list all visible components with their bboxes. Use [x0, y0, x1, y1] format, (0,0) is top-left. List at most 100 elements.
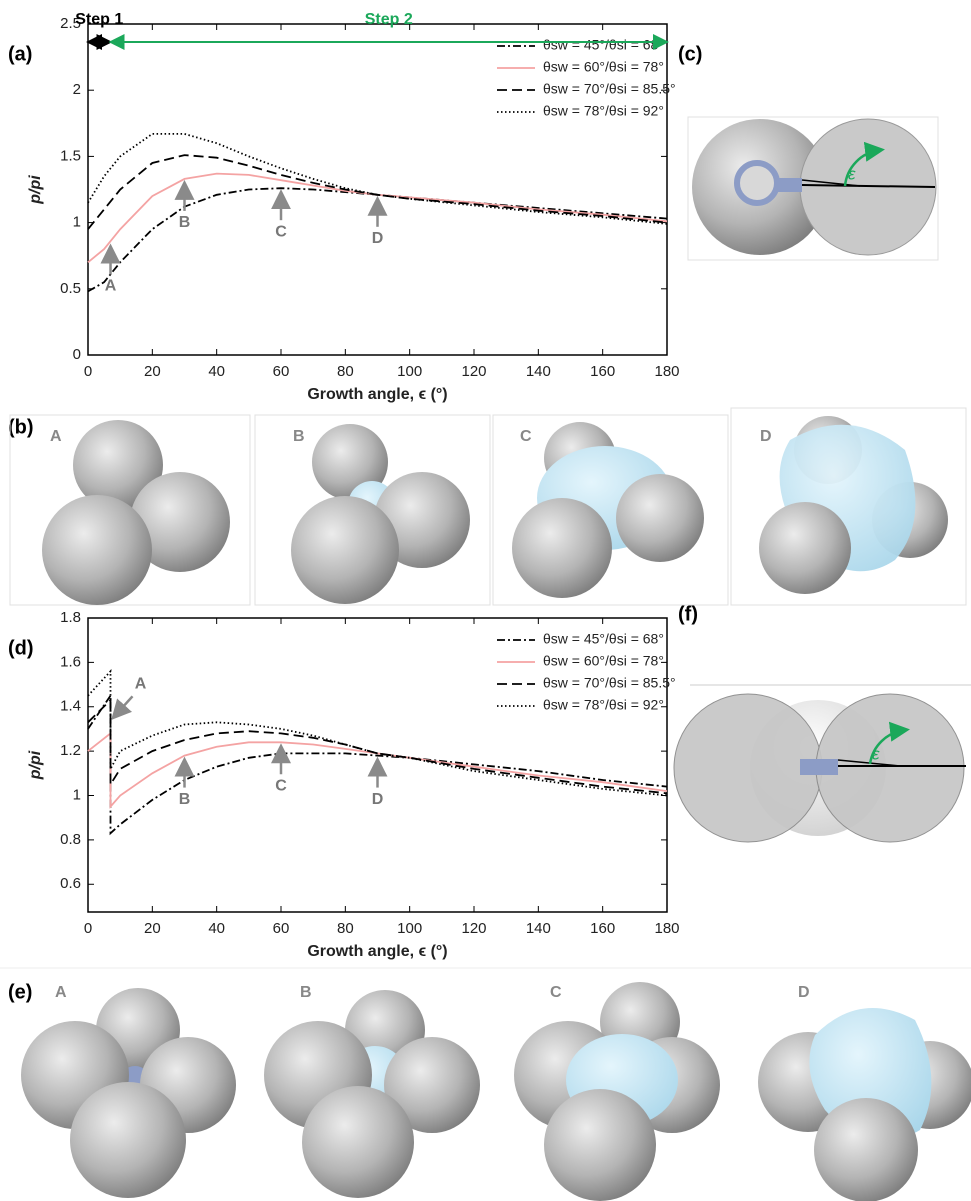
angle-symbol: ε — [872, 744, 880, 763]
x-tick-label: 60 — [273, 920, 290, 937]
y-tick-label: 1.4 — [60, 698, 81, 715]
x-tick-label: 80 — [337, 363, 354, 380]
x-tick-label: 80 — [337, 920, 354, 937]
x-tick-label: 0 — [84, 363, 92, 380]
panel-label: (c) — [678, 43, 702, 65]
annotation-label: B — [179, 791, 191, 808]
annotation-label: B — [179, 214, 191, 231]
panel-label: (a) — [8, 43, 32, 65]
legend-label: θsw = 78°/θsi = 92° — [543, 697, 664, 713]
y-tick-label: 1 — [73, 214, 81, 231]
annotation-label: D — [372, 230, 384, 247]
annotation-label: A — [105, 278, 117, 295]
annotation-label: C — [275, 223, 287, 240]
span-label: Step 1 — [75, 11, 123, 28]
series-line — [87, 154, 668, 230]
panel-label: (e) — [8, 981, 32, 1003]
tile — [254, 414, 491, 606]
legend-label: θsw = 70°/θsi = 85.5° — [543, 675, 676, 691]
series-line — [87, 133, 668, 225]
sphere — [291, 496, 399, 604]
x-tick-label: 160 — [590, 920, 615, 937]
panel-label: (d) — [8, 637, 34, 659]
legend-label: θsw = 78°/θsi = 92° — [543, 103, 664, 119]
series-line — [87, 731, 668, 809]
x-tick-label: 40 — [208, 920, 225, 937]
y-tick-label: 1.6 — [60, 653, 81, 670]
series-line — [87, 172, 668, 263]
panel-label: (f) — [678, 603, 698, 625]
series-line — [87, 697, 668, 795]
annotation-arrow — [111, 695, 134, 721]
annotation-label: A — [135, 676, 147, 693]
x-axis-label: Growth angle, ϵ (°) — [307, 386, 447, 403]
axis-line — [801, 184, 936, 188]
sphere — [512, 498, 612, 598]
x-tick-label: 20 — [144, 363, 161, 380]
y-tick-label: 0.6 — [60, 875, 81, 892]
panel-e: (e) A B C D — [0, 967, 971, 1201]
annotation-label: D — [372, 791, 384, 808]
tile-label: B — [293, 428, 305, 445]
legend-label: θsw = 70°/θsi = 85.5° — [543, 81, 676, 97]
plot-frame — [87, 617, 668, 913]
tile-label: D — [760, 428, 772, 445]
y-tick-label: 2 — [73, 81, 81, 98]
panel-f: (f) ε — [673, 603, 971, 843]
sphere — [384, 1037, 480, 1133]
x-tick-label: 120 — [461, 920, 486, 937]
x-tick-label: 0 — [84, 920, 92, 937]
x-axis-label: Growth angle, ϵ (°) — [307, 943, 447, 960]
sphere — [814, 1098, 918, 1201]
x-tick-label: 160 — [590, 363, 615, 380]
x-tick-label: 120 — [461, 363, 486, 380]
tile — [492, 414, 729, 606]
x-tick-label: 40 — [208, 363, 225, 380]
y-tick-label: 1 — [73, 786, 81, 803]
x-tick-label: 140 — [526, 363, 551, 380]
tile-label: C — [550, 984, 562, 1001]
ring — [734, 160, 780, 206]
tile — [730, 407, 967, 606]
y-tick-label: 1.8 — [60, 609, 81, 626]
angle-symbol: ε — [848, 164, 856, 183]
sphere — [130, 472, 230, 572]
x-tick-label: 100 — [397, 920, 422, 937]
legend-label: θsw = 60°/θsi = 78° — [543, 59, 664, 75]
y-tick-label: 0 — [73, 346, 81, 363]
x-tick-label: 180 — [654, 920, 679, 937]
angle-arrow — [843, 141, 885, 187]
neck — [800, 759, 838, 775]
annotation-label: C — [275, 777, 287, 794]
tile — [9, 414, 251, 606]
legend-label: θsw = 60°/θsi = 78° — [543, 653, 664, 669]
x-tick-label: 140 — [526, 920, 551, 937]
legend-label: θsw = 45°/θsi = 68° — [543, 631, 664, 647]
sphere-section — [815, 693, 965, 843]
tile-label: A — [55, 984, 67, 1001]
angle-line — [801, 179, 861, 187]
sphere — [73, 420, 163, 510]
x-tick-label: 100 — [397, 363, 422, 380]
frame — [687, 116, 939, 261]
sphere — [302, 1086, 414, 1198]
y-axis-label: p/pi — [27, 175, 44, 205]
plot-frame — [87, 23, 668, 356]
sphere — [42, 495, 152, 605]
tile-label: C — [520, 428, 532, 445]
sphere — [616, 474, 704, 562]
y-tick-label: 1.5 — [60, 147, 81, 164]
y-tick-label: 1.2 — [60, 742, 81, 759]
tile-label: B — [300, 984, 312, 1001]
x-tick-label: 20 — [144, 920, 161, 937]
panel-label: (b) — [8, 416, 34, 438]
y-tick-label: 2.5 — [60, 15, 81, 32]
sphere — [70, 1082, 186, 1198]
tile-label: A — [50, 428, 62, 445]
x-tick-label: 180 — [654, 363, 679, 380]
sphere — [759, 502, 851, 594]
sphere — [312, 424, 388, 500]
angle-arrow — [868, 721, 910, 765]
span-label: Step 2 — [365, 11, 413, 28]
